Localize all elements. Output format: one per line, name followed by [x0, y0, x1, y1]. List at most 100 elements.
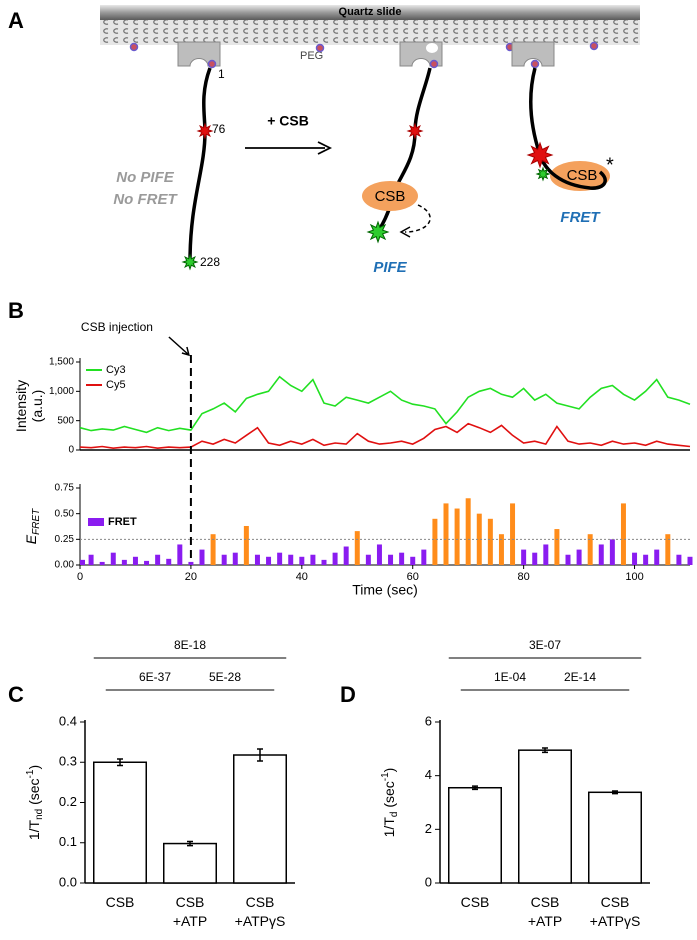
fret-bar [598, 544, 604, 565]
y-axis-label-sup: -1 [25, 769, 36, 778]
dna [538, 154, 607, 190]
y-tick-label: 0.2 [59, 794, 77, 809]
fret-bar [465, 498, 471, 565]
legend-label: FRET [108, 516, 137, 528]
bar [518, 749, 572, 884]
x-tick-label-line: CSB [461, 894, 490, 910]
fret-bar [110, 552, 116, 565]
fret-bar [687, 556, 693, 565]
y-tick-label: 0.75 [55, 483, 75, 494]
p-value: 3E-07 [529, 638, 561, 652]
fret-bar [421, 549, 427, 565]
y-axis-label-part: (sec [381, 781, 397, 811]
y-axis-label-part: ) [26, 765, 42, 770]
y-tick-label: 0.0 [59, 874, 77, 889]
csb-protein [362, 181, 418, 211]
fret-bar [399, 552, 405, 565]
y-axis-label-sub: nd [34, 809, 45, 820]
star-label: * [606, 154, 614, 176]
csb-protein [550, 161, 610, 191]
fret-bar [487, 518, 493, 565]
y-axis-label-part: (sec [26, 778, 42, 808]
fret-bar [243, 525, 249, 565]
fret-bar [654, 549, 660, 565]
fluorophore [366, 220, 390, 244]
fret-bar [643, 554, 649, 565]
x-tick-label-line: CSB [601, 894, 630, 910]
bar [163, 842, 217, 884]
y-tick-label: 4 [425, 767, 432, 782]
fluorophore [196, 122, 214, 140]
step-arrowhead [317, 141, 333, 155]
fret-bar [365, 554, 371, 565]
fret-bar [221, 554, 227, 565]
y-axis-label-part: ) [381, 768, 397, 773]
y-axis-label-part: E [23, 534, 39, 544]
fret-bar [254, 554, 260, 565]
fret-bar [376, 544, 382, 565]
p-value: 8E-18 [174, 638, 206, 652]
bar [233, 754, 287, 884]
bar [448, 786, 502, 884]
fret-bar [410, 556, 416, 565]
panel-label: D [340, 682, 356, 707]
fret-bar [620, 503, 626, 565]
fret-bar [144, 560, 150, 565]
x-tick-label: 40 [296, 571, 308, 583]
peg-label: PEG [300, 50, 323, 62]
state-label: FRET [560, 209, 601, 226]
error-bar [612, 790, 618, 795]
fret-bar [132, 556, 138, 565]
panel-label: B [8, 298, 24, 323]
y-tick-label: 0.50 [55, 508, 75, 519]
fret-bar [443, 503, 449, 565]
anchors [177, 41, 555, 67]
trace [79, 375, 691, 434]
y-axis-label-part: 1/T [381, 817, 397, 838]
legend-label: Cy5 [106, 379, 126, 391]
x-tick-label: CSB +ATP [528, 894, 562, 929]
fret-bar [632, 552, 638, 565]
anchor-biotin [207, 59, 540, 69]
x-tick-label: 100 [625, 571, 643, 583]
x-tick-label-line: CSB [106, 894, 135, 910]
fret-bar [121, 559, 127, 565]
x-tick-label-line: CSB [176, 894, 205, 910]
step-label: + CSB [267, 113, 309, 129]
fret-bar [587, 534, 593, 565]
fret-bar [354, 531, 360, 565]
error-bar [187, 840, 193, 847]
annotation-arrow [168, 336, 190, 357]
fret-bar [476, 513, 482, 565]
fluorophore [181, 253, 199, 271]
y-tick-label: 0.25 [55, 534, 75, 545]
x-axis-label: Time (sec) [352, 582, 418, 598]
bar [93, 761, 147, 884]
fret-bar [532, 552, 538, 565]
y-tick-label: 0 [68, 445, 74, 456]
y-axis-label: 1/Td (sec-1) [380, 768, 400, 838]
position-label: 1 [218, 67, 225, 81]
fret-bar [388, 554, 394, 565]
x-tick-label-line: CSB [246, 894, 275, 910]
panel-label: A [8, 8, 24, 33]
x-tick-label-line: +ATPγS [590, 913, 641, 929]
y-axis-label-part: 1/T [26, 819, 42, 840]
fret-bar [454, 508, 460, 565]
fret-bar [343, 546, 349, 565]
fret-bar [332, 552, 338, 565]
x-tick-label: 80 [518, 571, 530, 583]
panel-label: C [8, 682, 24, 707]
y-tick-label: 0.1 [59, 834, 77, 849]
fret-bar [188, 561, 194, 565]
fret-bar [321, 559, 327, 565]
legend-label: Cy3 [106, 364, 126, 376]
y-tick-label: 500 [57, 415, 74, 426]
fret-bar [166, 558, 172, 565]
fret-bar [266, 556, 272, 565]
x-tick-label: 20 [185, 571, 197, 583]
x-tick-label: CSB +ATPγS [590, 894, 641, 929]
y-axis-label-line: Intensity [13, 380, 29, 432]
fret-bar [210, 534, 216, 565]
